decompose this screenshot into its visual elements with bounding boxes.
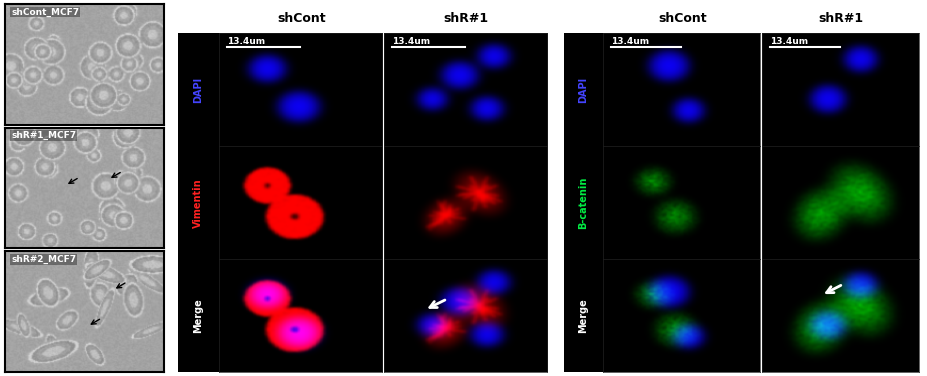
Text: 13.4um: 13.4um (227, 36, 265, 45)
Text: DAPI: DAPI (578, 77, 589, 103)
Text: DAPI: DAPI (194, 77, 203, 103)
Text: 13.4um: 13.4um (769, 36, 807, 45)
Text: shCont_MCF7: shCont_MCF7 (11, 8, 79, 17)
Text: shR#2_MCF7: shR#2_MCF7 (11, 255, 76, 264)
Text: shCont: shCont (277, 12, 325, 25)
Text: 13.4um: 13.4um (611, 36, 649, 45)
Text: shR#1_MCF7: shR#1_MCF7 (11, 131, 76, 140)
Text: Vimentin: Vimentin (194, 178, 203, 227)
Text: Merge: Merge (578, 299, 589, 333)
Text: shCont: shCont (658, 12, 706, 25)
Text: shR#1: shR#1 (444, 12, 489, 25)
Text: shR#1: shR#1 (819, 12, 864, 25)
Text: 13.4um: 13.4um (392, 36, 430, 45)
Text: Merge: Merge (194, 299, 203, 333)
Text: B-catenin: B-catenin (578, 177, 589, 229)
